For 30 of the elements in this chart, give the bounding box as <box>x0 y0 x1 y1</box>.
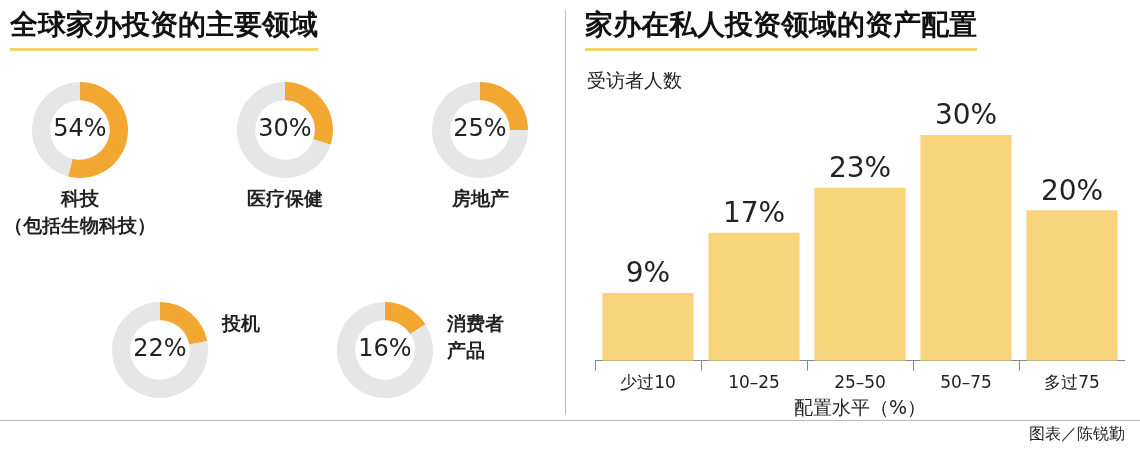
bar <box>814 187 906 361</box>
bar <box>602 293 694 361</box>
x-tick-label: 少过10 <box>620 372 676 393</box>
text: 科技（包括生物科技） <box>3 186 157 238</box>
bar <box>1026 210 1118 361</box>
data-label: 30% <box>934 98 998 132</box>
data-label: 23% <box>828 150 892 184</box>
bar <box>708 232 800 361</box>
bar <box>920 135 1012 361</box>
data-label: 17% <box>722 196 786 230</box>
x-tick-label: 50–75 <box>940 372 992 393</box>
x-tick-label: 10–25 <box>728 372 780 393</box>
text: 消费者产品 <box>447 311 505 363</box>
text: 全球家办投资的主要领域 <box>10 6 318 51</box>
x-tick-label: 25–50 <box>834 372 886 393</box>
data-label: 22% <box>133 334 187 363</box>
y-axis-title: 受访者人数 <box>587 68 682 93</box>
data-label: 54% <box>53 114 107 143</box>
chart-title: 家办在私人投资领域的资产配置 <box>585 6 977 51</box>
x-tick-label: 多过75 <box>1044 372 1100 393</box>
text: 医疗保健 <box>246 186 324 211</box>
data-label: 25% <box>453 114 507 143</box>
data-label: 20% <box>1040 173 1104 207</box>
text: 图表／陈锐勤 <box>1029 424 1125 445</box>
x-axis-title: 配置水平（%） <box>793 395 927 418</box>
text: 投机 <box>222 311 261 336</box>
data-label: 9% <box>625 256 671 290</box>
data-label: 16% <box>358 334 412 363</box>
data-label: 30% <box>258 114 312 143</box>
text: 房地产 <box>450 186 510 211</box>
